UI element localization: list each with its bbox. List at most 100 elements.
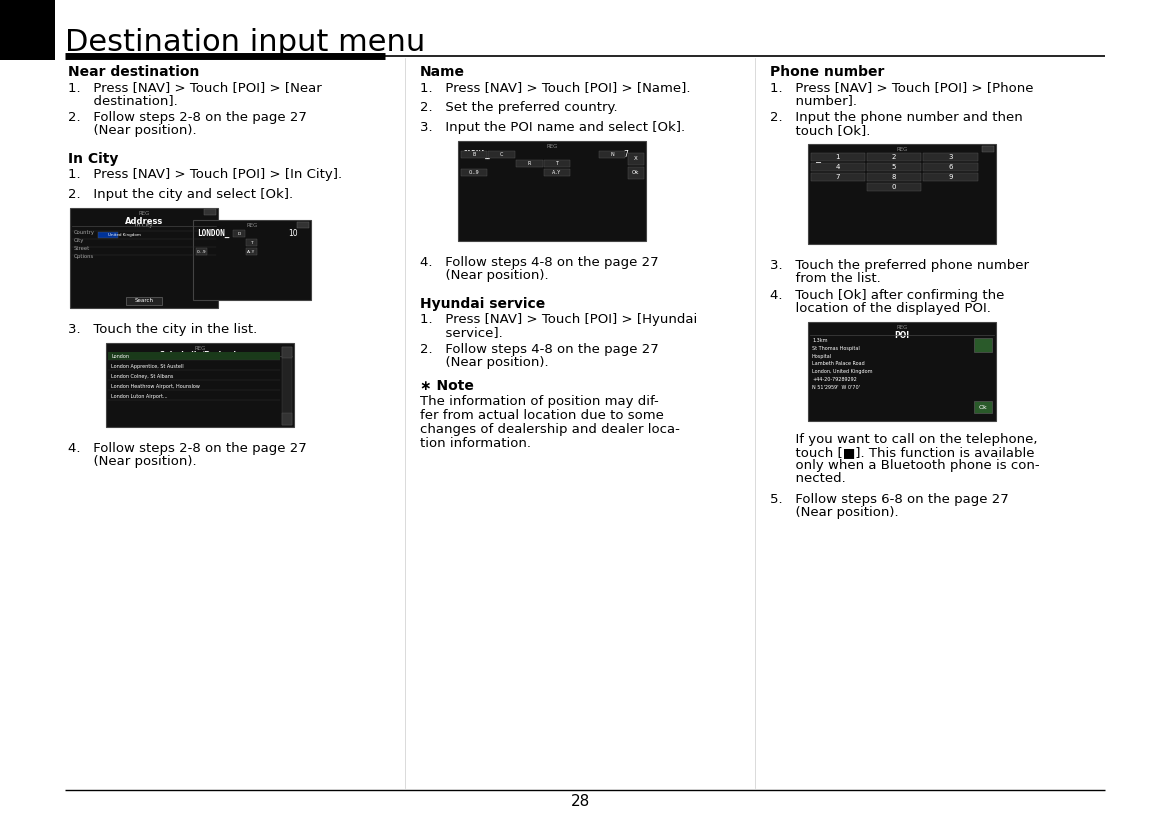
Bar [282, 346, 292, 425]
Text: Options: Options [74, 254, 94, 259]
Text: only when a Bluetooth phone is con-: only when a Bluetooth phone is con- [771, 459, 1040, 472]
Text: 4.   Follow steps 2-8 on the page 27: 4. Follow steps 2-8 on the page 27 [68, 442, 307, 455]
Bar [458, 141, 646, 241]
Text: Ok: Ok [979, 405, 987, 410]
Text: REG: REG [897, 147, 908, 152]
Text: 2.   Set the preferred country.: 2. Set the preferred country. [420, 101, 618, 114]
Text: In City: In City [135, 223, 153, 228]
Text: London, United Kingdom: London, United Kingdom [812, 369, 872, 375]
Text: D: D [237, 232, 241, 236]
Bar [867, 163, 921, 172]
Text: R: R [528, 161, 531, 167]
Bar [126, 297, 162, 305]
Bar [297, 222, 309, 228]
Text: Name: Name [420, 65, 465, 79]
Text: 2: 2 [892, 154, 897, 160]
Text: destination].: destination]. [68, 93, 178, 107]
Text: Destination input menu: Destination input menu [65, 28, 426, 57]
Bar [811, 173, 864, 181]
Text: 9: 9 [948, 174, 952, 180]
Text: 0...9: 0...9 [469, 170, 479, 176]
Text: fer from actual location due to some: fer from actual location due to some [420, 410, 664, 423]
Text: REG: REG [897, 324, 908, 329]
Text: London Luton Airport...: London Luton Airport... [111, 394, 168, 399]
Bar [628, 153, 644, 165]
Text: LONDON_: LONDON_ [197, 228, 229, 237]
Text: Hospital: Hospital [812, 354, 832, 359]
Text: C: C [500, 152, 503, 157]
Bar [245, 239, 257, 246]
Bar [808, 322, 996, 421]
Text: 28: 28 [570, 793, 590, 809]
Bar [982, 146, 994, 152]
Text: 7: 7 [835, 174, 840, 180]
Text: touch [Ok].: touch [Ok]. [771, 124, 870, 137]
Bar [544, 169, 570, 176]
Text: B: B [472, 152, 476, 157]
Bar [808, 144, 996, 244]
Bar [460, 169, 487, 176]
Bar [196, 248, 207, 255]
Text: London Apprentice, St Austell: London Apprentice, St Austell [111, 364, 184, 369]
Bar [460, 151, 487, 159]
Text: St Thomas Hospital: St Thomas Hospital [812, 346, 860, 350]
Text: 4: 4 [835, 164, 840, 170]
Text: touch [■]. This function is available: touch [■]. This function is available [771, 446, 1034, 459]
Bar [108, 372, 280, 380]
Bar [811, 163, 864, 172]
Text: changes of dealership and dealer loca-: changes of dealership and dealer loca- [420, 424, 680, 437]
Text: (Near position).: (Near position). [771, 506, 899, 520]
Bar [974, 337, 992, 351]
Text: (Near position).: (Near position). [420, 355, 548, 368]
Text: 2.   Follow steps 4-8 on the page 27: 2. Follow steps 4-8 on the page 27 [420, 342, 658, 355]
Text: T: T [555, 161, 559, 167]
Bar [0, 0, 56, 60]
Text: 1.   Press [NAV] > Touch [POI] > [Phone: 1. Press [NAV] > Touch [POI] > [Phone [771, 80, 1033, 93]
Text: service].: service]. [420, 325, 503, 338]
Text: Hyundai service: Hyundai service [420, 297, 545, 311]
Text: A..Y: A..Y [552, 170, 561, 176]
Text: 1.3km: 1.3km [812, 337, 827, 342]
Bar [193, 220, 311, 299]
Text: 1: 1 [835, 154, 840, 160]
Text: 5.   Follow steps 6-8 on the page 27: 5. Follow steps 6-8 on the page 27 [771, 493, 1009, 506]
Bar [811, 154, 864, 161]
Text: REG: REG [194, 346, 206, 350]
Text: London Colney, St Albans: London Colney, St Albans [111, 374, 174, 379]
Text: (Near position).: (Near position). [68, 124, 197, 137]
Text: location of the displayed POI.: location of the displayed POI. [771, 302, 990, 315]
Text: Lambeth Palace Road: Lambeth Palace Road [812, 362, 864, 367]
Text: 2.   Input the phone number and then: 2. Input the phone number and then [771, 111, 1023, 124]
Text: 3.   Touch the city in the list.: 3. Touch the city in the list. [68, 323, 257, 336]
Bar [71, 207, 218, 307]
Text: N: N [610, 152, 614, 157]
Text: 1.   Press [NAV] > Touch [POI] > [Hyundai: 1. Press [NAV] > Touch [POI] > [Hyundai [420, 312, 698, 325]
Text: 1.   Press [NAV] > Touch [POI] > [Name].: 1. Press [NAV] > Touch [POI] > [Name]. [420, 80, 691, 93]
Text: POI: POI [894, 331, 909, 340]
Text: Select city/Postcode: Select city/Postcode [160, 350, 241, 357]
Text: 6: 6 [948, 164, 952, 170]
Text: 5: 5 [892, 164, 897, 170]
Text: ..: .. [974, 154, 979, 160]
Text: Phone number: Phone number [771, 65, 884, 79]
Text: London: London [111, 354, 128, 359]
Bar [599, 151, 626, 159]
Text: City: City [74, 237, 84, 242]
Text: tion information.: tion information. [420, 437, 531, 450]
Text: 10: 10 [288, 228, 297, 237]
Text: 7: 7 [624, 150, 628, 159]
Text: Street: Street [74, 246, 90, 250]
Bar [628, 167, 644, 179]
Bar [245, 248, 257, 255]
Bar [923, 154, 978, 161]
Text: REG: REG [546, 144, 558, 149]
Text: 2.   Follow steps 2-8 on the page 27: 2. Follow steps 2-8 on the page 27 [68, 111, 307, 124]
Text: (Near position).: (Near position). [68, 455, 197, 468]
Bar [867, 154, 921, 161]
Bar [282, 346, 292, 359]
Bar [98, 232, 118, 237]
Text: 4_: 4_ [812, 154, 821, 163]
Bar [108, 362, 280, 371]
Text: In City: In City [68, 152, 118, 166]
Text: 0...9: 0...9 [197, 250, 206, 254]
